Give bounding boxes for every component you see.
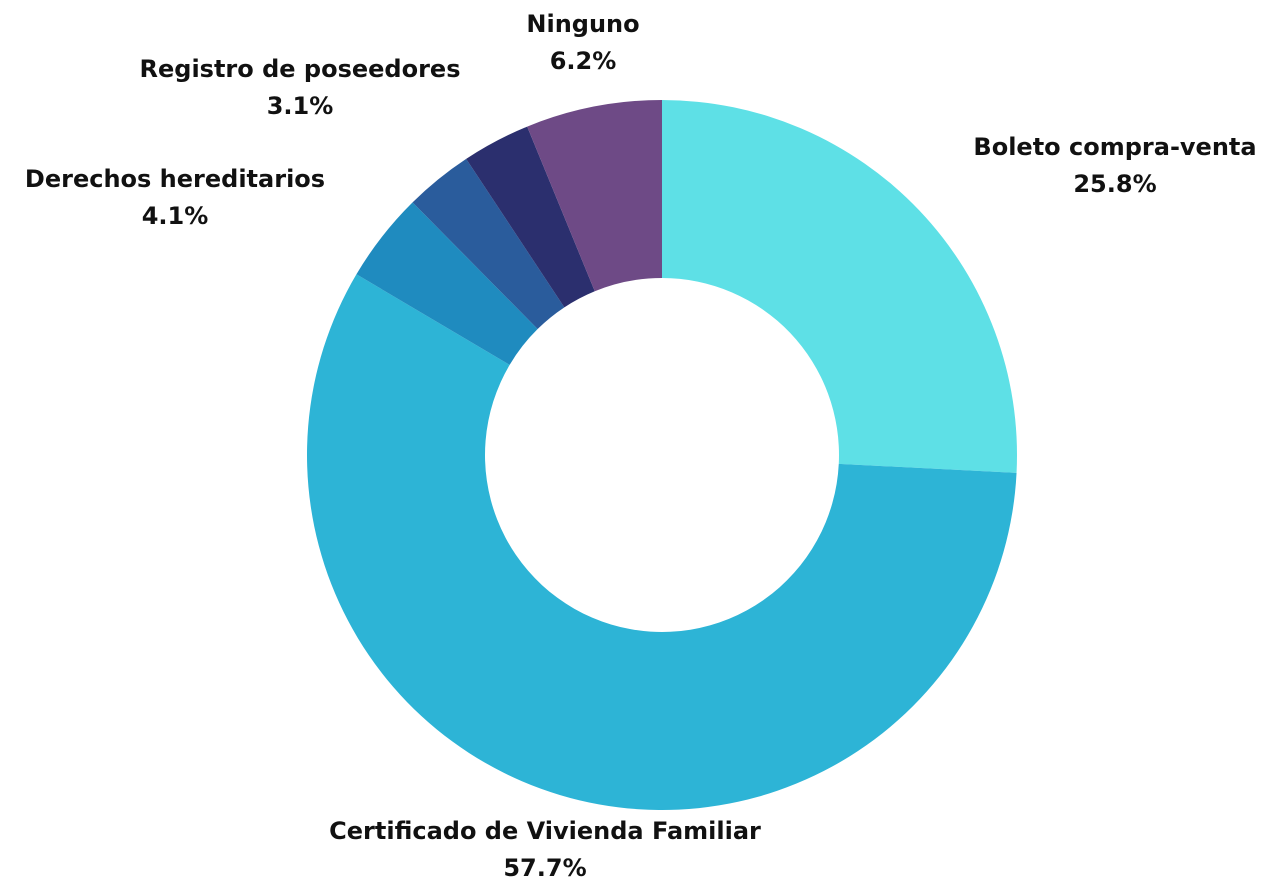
value-label: 6.2% xyxy=(550,47,617,75)
value-label: 57.7% xyxy=(503,854,586,882)
segment-label: Boleto compra-venta xyxy=(973,133,1256,161)
segment-label: Derechos hereditarios xyxy=(25,165,325,193)
donut-segment xyxy=(662,100,1018,473)
value-label: 4.1% xyxy=(142,202,209,230)
value-label: 3.1% xyxy=(267,92,334,120)
value-label: 25.8% xyxy=(1073,170,1156,198)
donut-segment xyxy=(412,158,565,330)
donut-segment xyxy=(527,100,662,292)
segment-label: Certificado de Vivienda Familiar xyxy=(329,817,761,845)
segment-label: Registro de poseedores xyxy=(140,55,461,83)
donut-segment xyxy=(306,274,1017,810)
donut-segment xyxy=(356,202,538,365)
donut-segment xyxy=(466,126,595,308)
segment-label: Ninguno xyxy=(526,10,639,38)
